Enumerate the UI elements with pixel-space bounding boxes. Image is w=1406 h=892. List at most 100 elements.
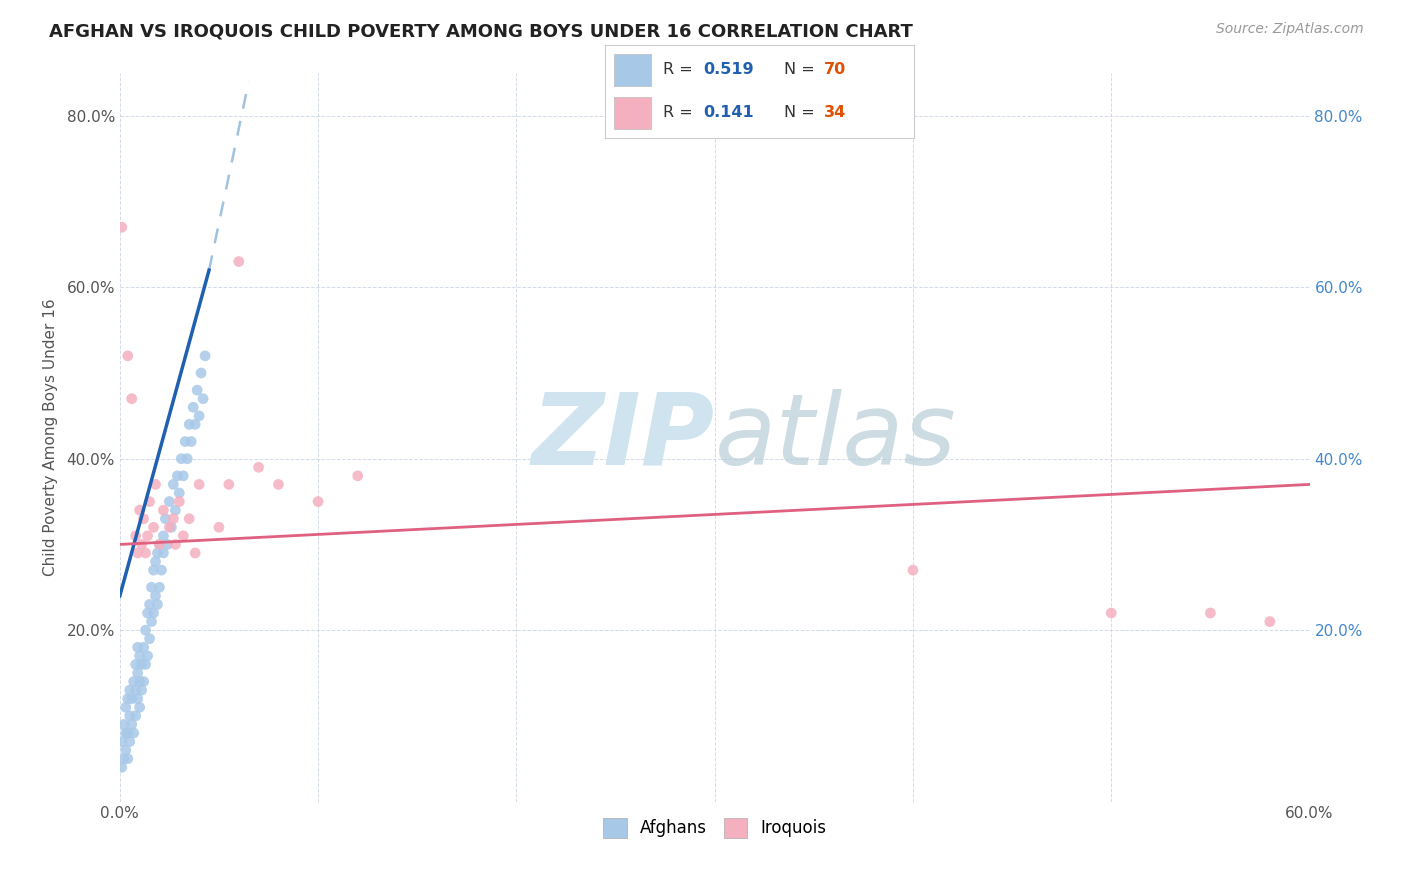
Point	[1258, 615, 1281, 629]
Point	[176, 451, 198, 466]
Point	[136, 606, 159, 620]
Point	[141, 580, 163, 594]
Point	[179, 417, 201, 432]
Point	[138, 494, 160, 508]
Point	[124, 529, 146, 543]
Point	[132, 674, 155, 689]
Point	[148, 537, 170, 551]
Point	[141, 615, 163, 629]
Point	[146, 598, 169, 612]
Point	[188, 477, 211, 491]
Point	[247, 460, 270, 475]
Point	[135, 546, 157, 560]
Point	[121, 717, 143, 731]
Point	[114, 743, 136, 757]
Point	[131, 683, 153, 698]
Point	[111, 760, 134, 774]
Point	[122, 674, 145, 689]
Point	[136, 648, 159, 663]
Point	[169, 486, 191, 500]
Point	[145, 477, 167, 491]
Point	[124, 709, 146, 723]
Point	[135, 623, 157, 637]
Point	[138, 598, 160, 612]
Point	[121, 392, 143, 406]
Point	[132, 512, 155, 526]
Text: N =: N =	[785, 105, 820, 120]
Point	[180, 434, 202, 449]
Point	[165, 537, 187, 551]
Point	[346, 468, 368, 483]
Point	[121, 691, 143, 706]
Point	[146, 546, 169, 560]
Point	[112, 717, 135, 731]
Text: 0.141: 0.141	[703, 105, 754, 120]
Text: N =: N =	[785, 62, 820, 78]
Point	[150, 563, 173, 577]
Point	[181, 401, 204, 415]
Point	[145, 555, 167, 569]
Point	[148, 537, 170, 551]
Point	[127, 665, 149, 680]
Point	[172, 468, 194, 483]
Point	[138, 632, 160, 646]
Point	[184, 417, 207, 432]
Point	[186, 383, 208, 397]
FancyBboxPatch shape	[614, 97, 651, 129]
Point	[208, 520, 231, 534]
Point	[152, 546, 174, 560]
Point	[218, 477, 240, 491]
Text: R =: R =	[664, 62, 699, 78]
Point	[112, 752, 135, 766]
Point	[228, 254, 250, 268]
Point	[118, 709, 141, 723]
Point	[111, 220, 134, 235]
Y-axis label: Child Poverty Among Boys Under 16: Child Poverty Among Boys Under 16	[44, 299, 58, 576]
Point	[117, 349, 139, 363]
Point	[142, 520, 165, 534]
Point	[166, 468, 188, 483]
Point	[267, 477, 290, 491]
Point	[194, 349, 217, 363]
Point	[160, 520, 183, 534]
Point	[307, 494, 329, 508]
Point	[128, 700, 150, 714]
Point	[127, 640, 149, 655]
Point	[142, 606, 165, 620]
Point	[127, 546, 149, 560]
Point	[128, 674, 150, 689]
Point	[152, 529, 174, 543]
Point	[145, 589, 167, 603]
Point	[128, 648, 150, 663]
Point	[155, 512, 177, 526]
Point	[162, 512, 184, 526]
Text: Source: ZipAtlas.com: Source: ZipAtlas.com	[1216, 22, 1364, 37]
Point	[165, 503, 187, 517]
Text: atlas: atlas	[714, 389, 956, 486]
Point	[122, 726, 145, 740]
Point	[118, 734, 141, 748]
Point	[114, 700, 136, 714]
Point	[170, 451, 193, 466]
Text: R =: R =	[664, 105, 699, 120]
Point	[117, 726, 139, 740]
Point	[135, 657, 157, 672]
Legend: Afghans, Iroquois: Afghans, Iroquois	[596, 812, 832, 844]
Point	[157, 520, 180, 534]
Point	[117, 752, 139, 766]
Point	[179, 512, 201, 526]
Point	[152, 503, 174, 517]
Point	[117, 691, 139, 706]
Point	[169, 494, 191, 508]
Point	[111, 734, 134, 748]
Point	[191, 392, 214, 406]
Point	[1199, 606, 1222, 620]
Point	[142, 563, 165, 577]
Point	[131, 537, 153, 551]
Point	[148, 580, 170, 594]
Point	[124, 683, 146, 698]
Point	[118, 683, 141, 698]
Point	[1099, 606, 1122, 620]
Point	[157, 494, 180, 508]
Point	[127, 691, 149, 706]
